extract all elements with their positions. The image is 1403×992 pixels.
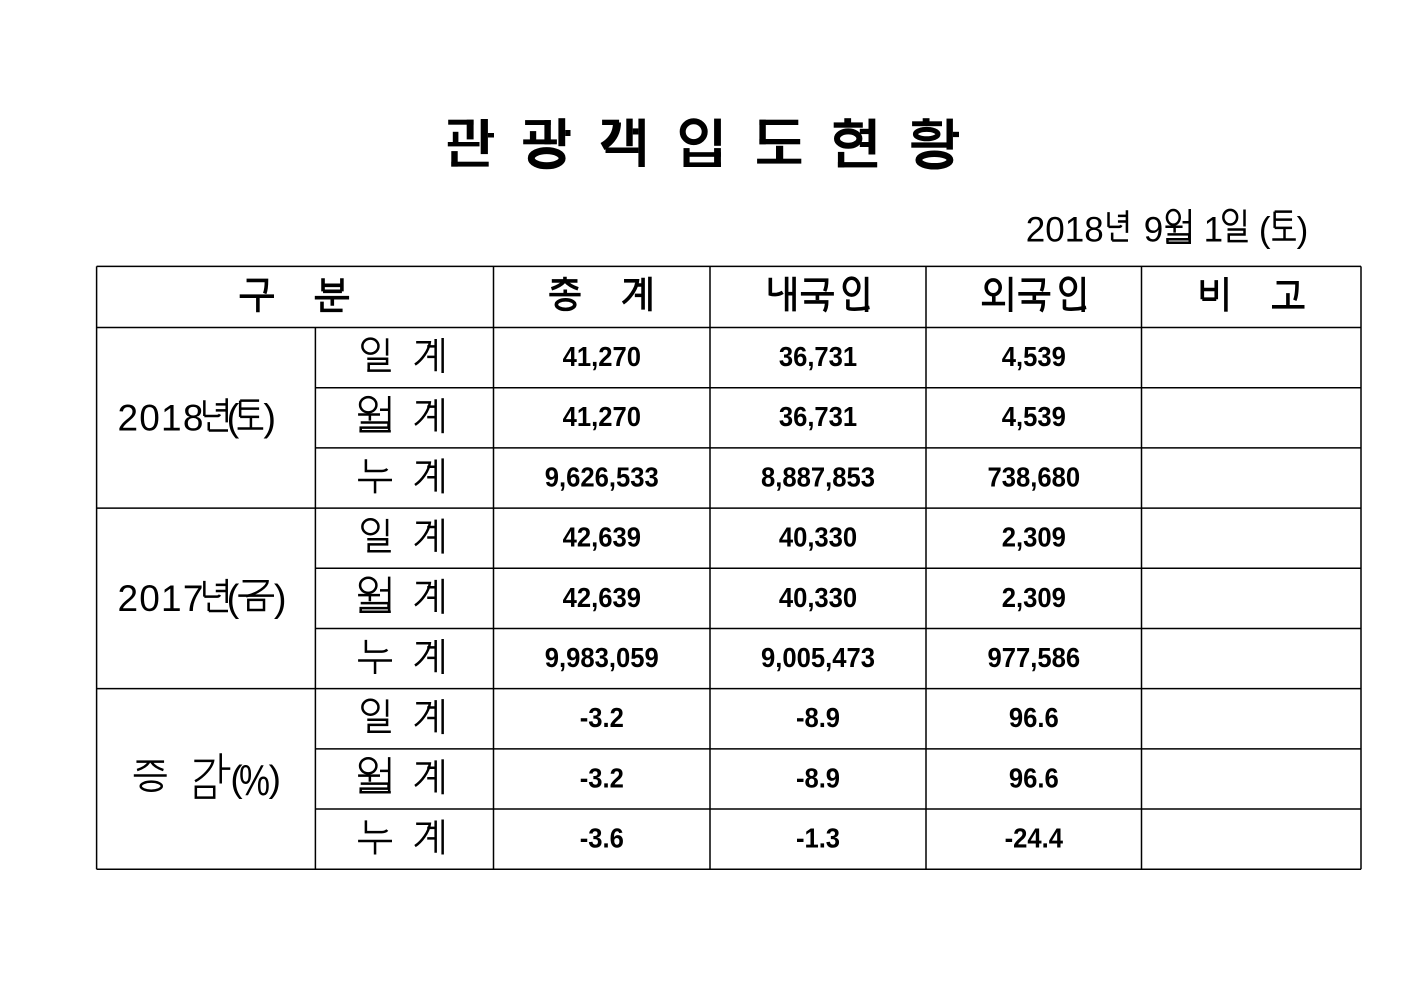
svg-text:4,539: 4,539 xyxy=(1002,341,1066,372)
svg-text:36,731: 36,731 xyxy=(779,401,857,432)
svg-text:): ) xyxy=(263,398,276,440)
svg-text:96.6: 96.6 xyxy=(1009,762,1059,793)
svg-text:-3.6: -3.6 xyxy=(580,823,624,854)
svg-text:-8.9: -8.9 xyxy=(796,702,840,733)
svg-text:40,330: 40,330 xyxy=(779,582,857,613)
svg-text:): ) xyxy=(274,578,287,620)
svg-text:9,626,533: 9,626,533 xyxy=(545,461,659,492)
svg-text:(: ( xyxy=(230,759,243,800)
svg-text:9,983,059: 9,983,059 xyxy=(545,642,659,673)
svg-text:41,270: 41,270 xyxy=(563,341,641,372)
svg-text:42,639: 42,639 xyxy=(563,582,641,613)
svg-text:4,539: 4,539 xyxy=(1002,401,1066,432)
svg-text:2,309: 2,309 xyxy=(1002,522,1066,553)
svg-text:1: 1 xyxy=(1204,211,1223,250)
svg-text:9: 9 xyxy=(1144,211,1163,250)
svg-text:2017: 2017 xyxy=(118,578,205,619)
svg-text:2,309: 2,309 xyxy=(1002,582,1066,613)
svg-text:): ) xyxy=(269,759,281,800)
svg-text:977,586: 977,586 xyxy=(988,642,1081,673)
svg-text:-3.2: -3.2 xyxy=(580,702,624,733)
svg-text:40,330: 40,330 xyxy=(779,522,857,553)
svg-text:2018: 2018 xyxy=(118,398,205,439)
svg-text:2018: 2018 xyxy=(1026,211,1104,250)
svg-text:-24.4: -24.4 xyxy=(1005,823,1064,854)
svg-text:738,680: 738,680 xyxy=(988,461,1081,492)
svg-text:42,639: 42,639 xyxy=(563,522,641,553)
svg-text:96.6: 96.6 xyxy=(1009,702,1059,733)
svg-text:36,731: 36,731 xyxy=(779,341,857,372)
svg-text:-8.9: -8.9 xyxy=(796,762,840,793)
svg-text:(: ( xyxy=(1259,211,1271,250)
svg-text:): ) xyxy=(1297,211,1309,250)
svg-text:8,887,853: 8,887,853 xyxy=(761,461,875,492)
svg-text:-1.3: -1.3 xyxy=(796,823,840,854)
svg-text:41,270: 41,270 xyxy=(563,401,641,432)
svg-text:(: ( xyxy=(227,398,240,440)
svg-text:9,005,473: 9,005,473 xyxy=(761,642,875,673)
svg-text:-3.2: -3.2 xyxy=(580,762,624,793)
svg-text:(: ( xyxy=(227,578,240,620)
svg-text:%: % xyxy=(239,756,270,805)
